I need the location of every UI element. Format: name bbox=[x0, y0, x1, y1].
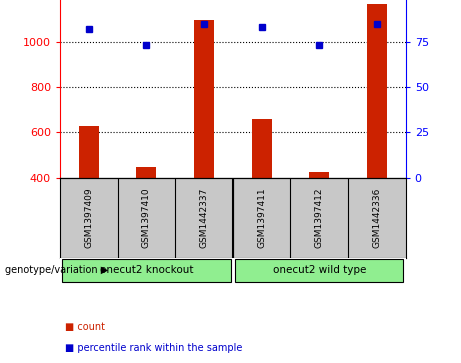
Text: ■ count: ■ count bbox=[65, 322, 105, 332]
Bar bbox=[252, 119, 272, 178]
Text: GSM1397410: GSM1397410 bbox=[142, 187, 151, 248]
Bar bbox=[62, 259, 230, 282]
Text: ■ percentile rank within the sample: ■ percentile rank within the sample bbox=[65, 343, 242, 354]
Bar bbox=[309, 172, 329, 178]
Text: GSM1397411: GSM1397411 bbox=[257, 187, 266, 248]
Text: onecut2 knockout: onecut2 knockout bbox=[100, 265, 193, 275]
Bar bbox=[194, 20, 214, 178]
Text: genotype/variation ▶: genotype/variation ▶ bbox=[5, 265, 108, 275]
Text: GSM1442336: GSM1442336 bbox=[372, 188, 381, 248]
Text: onecut2 wild type: onecut2 wild type bbox=[272, 265, 366, 275]
Text: GSM1397412: GSM1397412 bbox=[315, 188, 324, 248]
Text: GSM1442337: GSM1442337 bbox=[200, 188, 208, 248]
Bar bbox=[367, 4, 387, 178]
Bar bbox=[136, 167, 156, 178]
Text: GSM1397409: GSM1397409 bbox=[84, 187, 93, 248]
Bar bbox=[235, 259, 403, 282]
Bar bbox=[79, 126, 99, 178]
